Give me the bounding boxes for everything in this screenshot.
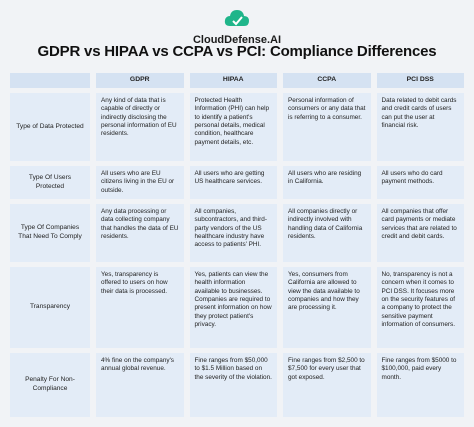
table-cell: Fine ranges from $50,000 to $1.5 Million… xyxy=(189,353,277,417)
column-header: GDPR xyxy=(96,73,184,88)
table-cell: Protected Health Information (PHI) can h… xyxy=(189,93,277,161)
logo-icon xyxy=(224,10,249,26)
table-cell: Personal information of consumers or any… xyxy=(283,93,371,161)
table-cell: Yes, consumers from California are allow… xyxy=(283,267,371,348)
table-cell: All users who are residing in California… xyxy=(283,166,371,199)
table-cell: Yes, patients can view the health inform… xyxy=(189,267,277,348)
table-cell: Any data processing or data collecting c… xyxy=(96,204,184,262)
table-cell: All companies that offer card payments o… xyxy=(376,204,464,262)
logo: CloudDefense.AI xyxy=(0,8,474,46)
table-cell: Fine ranges from $2,500 to $7,500 for ev… xyxy=(283,353,371,417)
row-label: Penalty For Non-Compliance xyxy=(10,353,90,417)
row-label: Type Of Users Protected xyxy=(10,166,90,199)
table-cell: 4% fine on the company's annual global r… xyxy=(96,353,184,417)
logo-text: CloudDefense.AI xyxy=(192,34,281,46)
title: GDPR vs HIPAA vs CCPA vs PCI: Compliance… xyxy=(37,43,437,60)
header-corner xyxy=(10,73,90,88)
table-cell: Data related to debit cards and credit c… xyxy=(376,93,464,161)
table-cell: Any kind of data that is capable of dire… xyxy=(96,93,184,161)
row-label: Transparency xyxy=(10,267,90,348)
column-header: PCI DSS xyxy=(376,73,464,88)
table-cell: All users who are EU citizens living in … xyxy=(96,166,184,199)
column-header: CCPA xyxy=(283,73,371,88)
table-cell: All companies directly or indirectly inv… xyxy=(283,204,371,262)
table-cell: Yes, transparency is offered to users on… xyxy=(96,267,184,348)
table-cell: Fine ranges from $5000 to $100,000, paid… xyxy=(376,353,464,417)
row-label: Type of Data Protected xyxy=(10,93,90,161)
row-label: Type Of Companies That Need To Comply xyxy=(10,204,90,262)
table-cell: No, transparency is not a concern when i… xyxy=(376,267,464,348)
comparison-table: GDPR HIPAA CCPA PCI DSS Type of Data Protect… xyxy=(10,73,464,417)
table-cell: All users who are getting US healthcare … xyxy=(189,166,277,199)
table-cell: All companies, subcontractors, and third… xyxy=(189,204,277,262)
column-header: HIPAA xyxy=(189,73,277,88)
table-cell: All users who do card payment methods. xyxy=(376,166,464,199)
